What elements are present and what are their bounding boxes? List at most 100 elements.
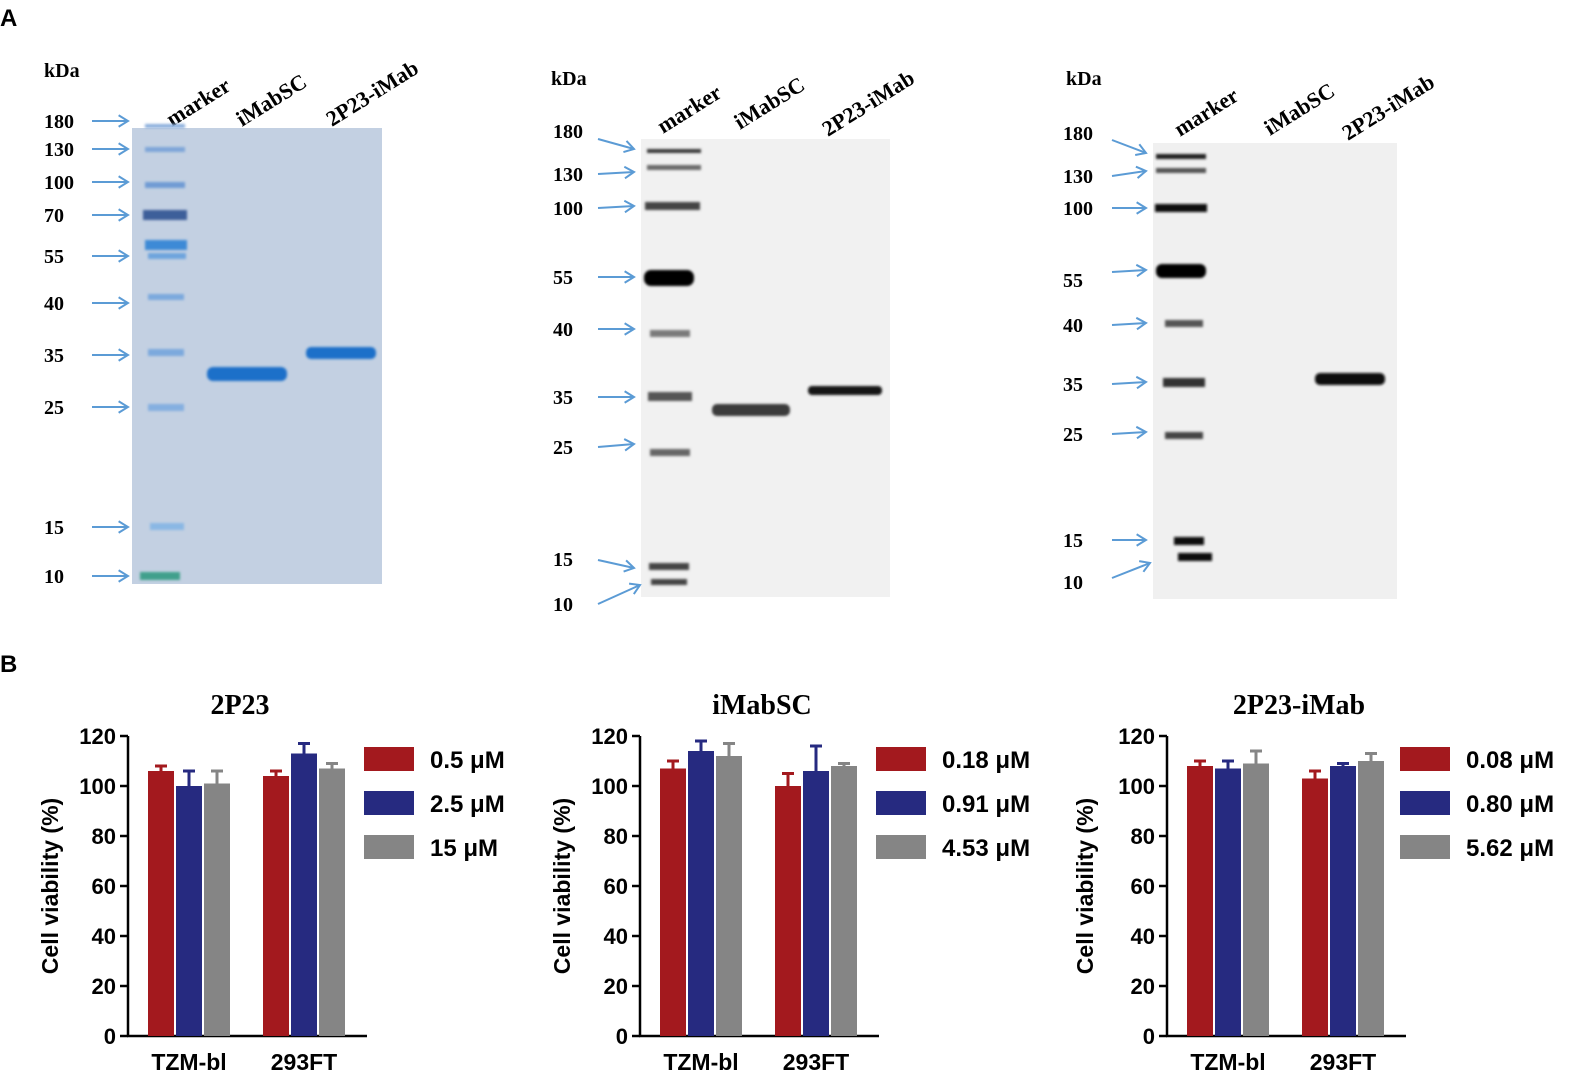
legend-swatch	[364, 835, 414, 859]
marker-label: 100	[1063, 198, 1093, 220]
marker-label: 10	[1063, 572, 1083, 594]
y-tick-label: 100	[591, 774, 628, 799]
y-tick-label: 60	[92, 874, 116, 899]
marker-arrow	[1111, 316, 1148, 331]
marker-label: 25	[553, 437, 573, 459]
gel-coomassie: kDa marker iMabSC 2P23-iMab 180 130 100 70 5…	[44, 55, 423, 588]
bar-chart: 2P23 Cell viability (%) 0 20 40 60 80 100 120 TZM…	[37, 690, 505, 1075]
marker-label: 55	[44, 246, 64, 268]
legend-label: 5.62 μM	[1466, 835, 1554, 862]
gel-background	[641, 139, 890, 597]
marker-ladder	[140, 124, 187, 580]
marker-label: 180	[44, 111, 74, 133]
legend-swatch	[364, 791, 414, 815]
marker-arrow	[597, 165, 636, 180]
marker-arrow	[597, 438, 636, 452]
legend-label: 4.53 μM	[942, 835, 1030, 862]
band-2p23-imab	[808, 386, 882, 395]
bar	[1215, 768, 1241, 1036]
chart-title: 2P23-iMab	[1233, 690, 1365, 721]
bar	[204, 783, 230, 1036]
marker-label: 35	[1063, 374, 1083, 396]
lane-label-imabsc: iMabSC	[231, 69, 311, 132]
marker-arrow	[92, 175, 130, 189]
marker-arrow	[598, 270, 636, 284]
legend-label: 0.18 μM	[942, 747, 1030, 774]
band-2p23-imab	[306, 347, 376, 359]
legend-swatch	[876, 835, 926, 859]
marker-arrow	[597, 582, 642, 605]
legend-swatch	[1400, 791, 1450, 815]
kda-label: kDa	[1066, 68, 1102, 90]
marker-arrow	[597, 138, 636, 153]
legend-swatch	[364, 747, 414, 771]
chart-title: iMabSC	[712, 690, 812, 721]
y-tick-label: 20	[1131, 974, 1155, 999]
marker-arrow	[92, 114, 130, 128]
marker-arrow	[1111, 560, 1152, 579]
marker-arrow	[92, 400, 130, 414]
bar	[1302, 778, 1328, 1036]
marker-label: 55	[553, 267, 573, 289]
marker-label: 35	[44, 345, 64, 367]
lane-label-marker: marker	[1169, 82, 1243, 141]
marker-arrow	[1112, 533, 1148, 547]
lane-label-imabsc: iMabSC	[729, 72, 809, 135]
lane-label-marker: marker	[652, 79, 726, 138]
y-tick-label: 80	[92, 824, 116, 849]
bar	[1330, 766, 1356, 1036]
bar-chart: 2P23-iMab Cell viability (%) 0 20 40 60 80 100 1…	[1072, 690, 1554, 1075]
marker-arrow	[598, 390, 636, 404]
y-tick-label: 120	[79, 724, 116, 749]
marker-ladder	[1155, 154, 1212, 561]
marker-ladder	[644, 149, 701, 585]
gel-blot-1: kDa marker iMabSC 2P23-iMab 180 130 100 55 4…	[551, 65, 919, 616]
marker-arrow	[92, 348, 130, 362]
legend-swatch	[1400, 835, 1450, 859]
lane-label-marker: marker	[161, 72, 235, 131]
marker-label: 130	[553, 164, 583, 186]
marker-arrow	[1112, 201, 1148, 215]
y-tick-label: 80	[604, 824, 628, 849]
y-tick-label: 80	[1131, 824, 1155, 849]
legend-swatch	[876, 791, 926, 815]
y-tick-label: 40	[1131, 924, 1155, 949]
marker-arrow	[1111, 165, 1148, 179]
lane-label-2p23-imab: 2P23-iMab	[321, 55, 422, 131]
marker-label: 130	[44, 139, 74, 161]
bar	[1187, 766, 1213, 1036]
y-tick-label: 120	[591, 724, 628, 749]
marker-label: 25	[1063, 424, 1083, 446]
marker-label: 55	[1063, 270, 1083, 292]
marker-label: 35	[553, 387, 573, 409]
marker-label: 40	[553, 319, 573, 341]
x-tick-label: 293FT	[271, 1049, 337, 1075]
marker-arrow	[1111, 425, 1148, 440]
bar	[660, 768, 686, 1036]
bar	[1358, 761, 1384, 1036]
marker-arrow	[92, 296, 130, 310]
panel-label-a: A	[0, 5, 17, 32]
panel-label-b: B	[0, 651, 17, 678]
bar	[716, 756, 742, 1036]
bar-charts: 2P23 Cell viability (%) 0 20 40 60 80 100 120 TZM…	[37, 690, 1554, 1075]
marker-label: 25	[44, 397, 64, 419]
gel-background	[1153, 143, 1397, 599]
y-tick-label: 0	[616, 1024, 628, 1049]
marker-arrow	[92, 569, 130, 583]
bar	[148, 771, 174, 1036]
band-2p23-imab	[1315, 373, 1385, 385]
y-tick-label: 60	[604, 874, 628, 899]
marker-label: 15	[1063, 530, 1083, 552]
bar	[1243, 763, 1269, 1036]
bar	[319, 768, 345, 1036]
marker-label: 180	[553, 121, 583, 143]
y-tick-label: 60	[1131, 874, 1155, 899]
legend-label: 0.91 μM	[942, 791, 1030, 818]
bar	[688, 751, 714, 1036]
marker-label: 40	[44, 293, 64, 315]
marker-label: 70	[44, 205, 64, 227]
marker-label: 10	[553, 594, 573, 616]
marker-arrow	[92, 520, 130, 534]
